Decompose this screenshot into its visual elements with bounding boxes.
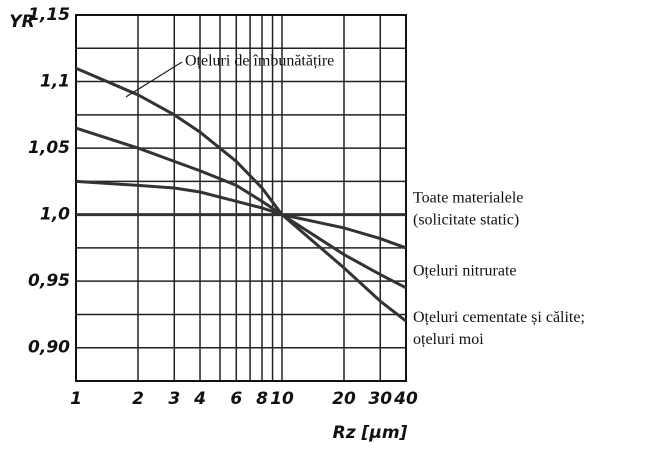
y-tick-label: 1,15: [28, 5, 70, 25]
series-line: [75, 126, 407, 290]
x-tick-label: 8: [256, 389, 268, 409]
x-tick-label: 30: [368, 389, 392, 409]
leader-line: [125, 61, 183, 98]
x-tick-label: 4: [193, 389, 206, 409]
legend-label: Oțeluri cementate și călite;: [413, 309, 585, 326]
x-tick-label: 3: [168, 389, 180, 409]
plot-frame: [75, 14, 407, 382]
y-axis-label: YR: [9, 12, 34, 32]
legend-label: Toate materialele: [413, 189, 523, 206]
x-tick-label: 40: [393, 389, 418, 409]
series-line: [75, 179, 407, 323]
x-axis-label: Rz [µm]: [333, 423, 408, 443]
x-tick-label: 2: [132, 389, 144, 409]
x-tick-label: 10: [270, 389, 294, 409]
x-tick-label: 1: [70, 389, 82, 409]
legend-label: Oțeluri de îmbunătățire: [185, 53, 334, 70]
y-tick-label: 0,95: [28, 271, 70, 291]
legend-label: (solicitate static): [413, 211, 519, 228]
y-tick-label: 0,90: [28, 338, 70, 358]
y-tick-label: 1,0: [40, 205, 70, 225]
legend-label: Oțeluri nitrurate: [413, 263, 517, 280]
x-tick-label: 20: [332, 389, 356, 409]
series-line: [75, 66, 407, 250]
y-tick-label: 1,05: [28, 138, 70, 158]
y-tick-label: 1,1: [40, 72, 70, 92]
legend-label: oțeluri moi: [413, 331, 484, 348]
x-tick-label: 6: [230, 389, 242, 409]
